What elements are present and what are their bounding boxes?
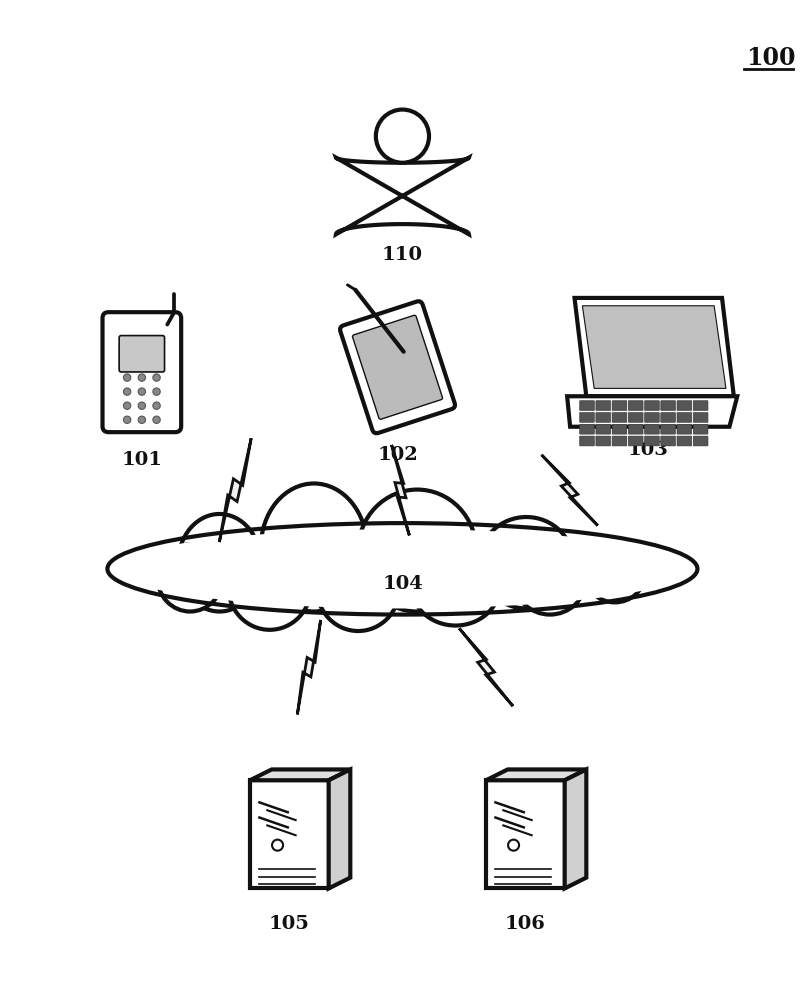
FancyBboxPatch shape bbox=[612, 412, 627, 422]
FancyBboxPatch shape bbox=[596, 424, 611, 434]
FancyBboxPatch shape bbox=[645, 424, 659, 434]
Ellipse shape bbox=[115, 529, 690, 608]
Polygon shape bbox=[250, 780, 329, 888]
Circle shape bbox=[123, 416, 130, 423]
FancyBboxPatch shape bbox=[629, 424, 643, 434]
FancyBboxPatch shape bbox=[661, 412, 676, 422]
Ellipse shape bbox=[261, 483, 367, 612]
Ellipse shape bbox=[586, 547, 644, 602]
FancyBboxPatch shape bbox=[629, 436, 643, 446]
Circle shape bbox=[139, 416, 146, 423]
FancyBboxPatch shape bbox=[612, 436, 627, 446]
Ellipse shape bbox=[317, 546, 399, 631]
FancyBboxPatch shape bbox=[677, 424, 692, 434]
FancyBboxPatch shape bbox=[629, 401, 643, 411]
FancyBboxPatch shape bbox=[677, 401, 692, 411]
Circle shape bbox=[153, 416, 160, 423]
FancyBboxPatch shape bbox=[661, 401, 676, 411]
FancyBboxPatch shape bbox=[103, 312, 181, 432]
Circle shape bbox=[153, 374, 160, 381]
Text: 106: 106 bbox=[505, 915, 546, 933]
FancyBboxPatch shape bbox=[580, 401, 595, 411]
Text: 100: 100 bbox=[747, 46, 796, 70]
Text: 104: 104 bbox=[382, 575, 423, 593]
Polygon shape bbox=[582, 306, 726, 388]
Text: 102: 102 bbox=[377, 446, 418, 464]
Circle shape bbox=[139, 374, 146, 381]
Ellipse shape bbox=[178, 514, 261, 612]
Ellipse shape bbox=[514, 547, 586, 615]
FancyBboxPatch shape bbox=[693, 436, 708, 446]
FancyBboxPatch shape bbox=[677, 436, 692, 446]
Ellipse shape bbox=[178, 514, 261, 612]
Ellipse shape bbox=[411, 546, 500, 626]
Polygon shape bbox=[220, 438, 251, 542]
Circle shape bbox=[153, 402, 160, 409]
FancyBboxPatch shape bbox=[661, 436, 676, 446]
FancyBboxPatch shape bbox=[580, 424, 595, 434]
Circle shape bbox=[272, 840, 283, 851]
Ellipse shape bbox=[336, 131, 469, 238]
FancyBboxPatch shape bbox=[596, 412, 611, 422]
Ellipse shape bbox=[514, 547, 586, 615]
Ellipse shape bbox=[480, 517, 573, 608]
FancyBboxPatch shape bbox=[119, 336, 164, 372]
Polygon shape bbox=[486, 780, 565, 888]
Polygon shape bbox=[567, 396, 737, 427]
FancyBboxPatch shape bbox=[693, 412, 708, 422]
Polygon shape bbox=[459, 628, 513, 706]
Text: 110: 110 bbox=[382, 246, 423, 264]
Ellipse shape bbox=[411, 546, 500, 626]
FancyBboxPatch shape bbox=[645, 412, 659, 422]
FancyBboxPatch shape bbox=[596, 401, 611, 411]
FancyBboxPatch shape bbox=[352, 315, 442, 419]
FancyBboxPatch shape bbox=[580, 412, 595, 422]
Ellipse shape bbox=[480, 517, 573, 608]
Polygon shape bbox=[329, 769, 350, 888]
FancyBboxPatch shape bbox=[661, 424, 676, 434]
Ellipse shape bbox=[358, 490, 476, 612]
FancyBboxPatch shape bbox=[596, 436, 611, 446]
FancyBboxPatch shape bbox=[645, 436, 659, 446]
Ellipse shape bbox=[586, 547, 644, 602]
FancyBboxPatch shape bbox=[693, 424, 708, 434]
Circle shape bbox=[139, 388, 146, 395]
Polygon shape bbox=[486, 769, 586, 780]
Circle shape bbox=[153, 388, 160, 395]
Circle shape bbox=[123, 402, 130, 409]
Polygon shape bbox=[297, 620, 321, 714]
FancyBboxPatch shape bbox=[645, 401, 659, 411]
Circle shape bbox=[139, 402, 146, 409]
FancyBboxPatch shape bbox=[693, 401, 708, 411]
Ellipse shape bbox=[228, 544, 311, 630]
Ellipse shape bbox=[358, 490, 476, 612]
Ellipse shape bbox=[261, 483, 367, 612]
FancyBboxPatch shape bbox=[340, 301, 455, 433]
Text: 101: 101 bbox=[122, 451, 162, 469]
Circle shape bbox=[508, 840, 519, 851]
Polygon shape bbox=[565, 769, 586, 888]
Polygon shape bbox=[336, 158, 469, 234]
Ellipse shape bbox=[158, 544, 223, 612]
Ellipse shape bbox=[317, 546, 399, 631]
FancyBboxPatch shape bbox=[677, 412, 692, 422]
Text: 105: 105 bbox=[269, 915, 309, 933]
Polygon shape bbox=[542, 455, 598, 525]
Text: 103: 103 bbox=[628, 441, 669, 459]
FancyBboxPatch shape bbox=[580, 436, 595, 446]
Polygon shape bbox=[574, 298, 734, 396]
Ellipse shape bbox=[158, 544, 223, 612]
Ellipse shape bbox=[108, 523, 697, 615]
Circle shape bbox=[376, 110, 429, 163]
FancyBboxPatch shape bbox=[612, 424, 627, 434]
Polygon shape bbox=[391, 445, 409, 535]
Circle shape bbox=[123, 374, 130, 381]
Polygon shape bbox=[250, 769, 350, 780]
Circle shape bbox=[123, 388, 130, 395]
Ellipse shape bbox=[228, 544, 311, 630]
FancyBboxPatch shape bbox=[612, 401, 627, 411]
FancyBboxPatch shape bbox=[629, 412, 643, 422]
